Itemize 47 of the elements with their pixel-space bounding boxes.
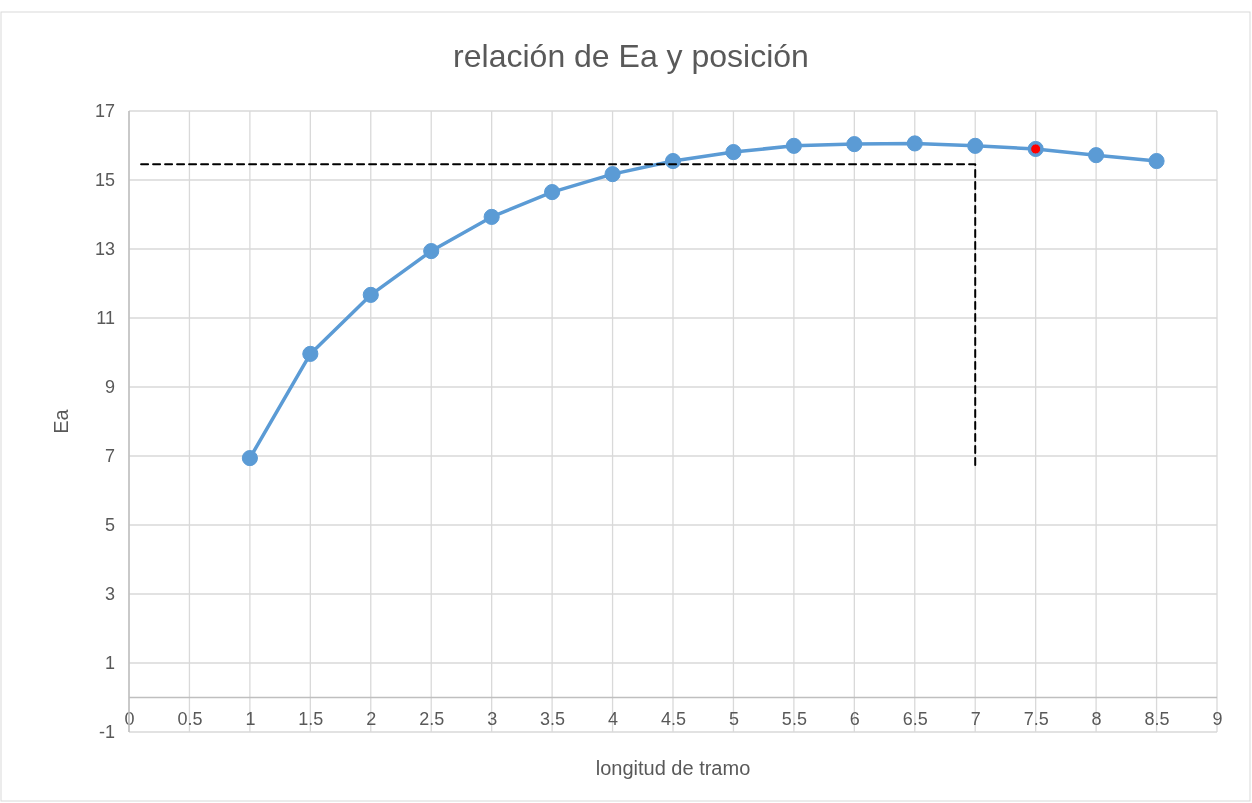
x-tick-label: 2 xyxy=(366,709,377,730)
x-tick-label: 1 xyxy=(245,709,256,730)
point xyxy=(483,208,500,225)
y-tick-label: 11 xyxy=(96,308,115,329)
y-axis-title: Ea xyxy=(50,408,72,434)
x-tick-label: 1.5 xyxy=(298,709,324,730)
y-tick-label: 5 xyxy=(104,515,115,536)
point xyxy=(785,137,802,154)
x-tick-label: 3 xyxy=(487,709,498,730)
x-tick-label: 8 xyxy=(1091,709,1102,730)
point xyxy=(362,286,379,303)
point xyxy=(302,345,319,362)
point xyxy=(423,243,440,260)
y-tick-label: 9 xyxy=(104,377,115,398)
point xyxy=(846,136,863,153)
x-tick-label: 4.5 xyxy=(660,709,687,730)
point xyxy=(967,137,984,154)
y-tick-label: 3 xyxy=(104,584,115,605)
point xyxy=(725,144,742,161)
point xyxy=(604,166,621,183)
y-tick-label: -1 xyxy=(98,722,115,743)
x-tick-label: 6 xyxy=(849,709,860,730)
x-tick-label: 9 xyxy=(1212,709,1223,730)
x-axis-title: longitud de tramo xyxy=(595,757,751,779)
point xyxy=(1148,152,1165,170)
point xyxy=(906,135,923,152)
x-tick-label: 0 xyxy=(124,709,135,730)
point xyxy=(664,152,682,170)
x-tick-label: 0.5 xyxy=(177,709,203,730)
x-tick-label: 6.5 xyxy=(902,709,928,730)
y-tick-label: 17 xyxy=(94,101,115,122)
chart-title: relación de Ea y posición xyxy=(453,38,809,74)
point xyxy=(544,184,561,201)
point xyxy=(241,450,258,467)
y-tick-label: 1 xyxy=(104,653,115,674)
y-tick-label: 13 xyxy=(94,239,115,260)
point xyxy=(1088,147,1105,164)
x-tick-label: 2.5 xyxy=(419,709,445,730)
x-tick-label: 7 xyxy=(970,709,981,730)
x-tick-label: 8.5 xyxy=(1144,709,1170,730)
y-tick-label: 15 xyxy=(94,170,115,191)
x-tick-label: 5 xyxy=(728,709,739,730)
x-tick-label: 5.5 xyxy=(781,709,807,730)
x-tick-label: 4 xyxy=(608,709,619,730)
y-tick-label: 7 xyxy=(104,446,115,467)
x-tick-label: 7.5 xyxy=(1023,709,1049,730)
x-tick-label: 3.5 xyxy=(540,709,566,730)
